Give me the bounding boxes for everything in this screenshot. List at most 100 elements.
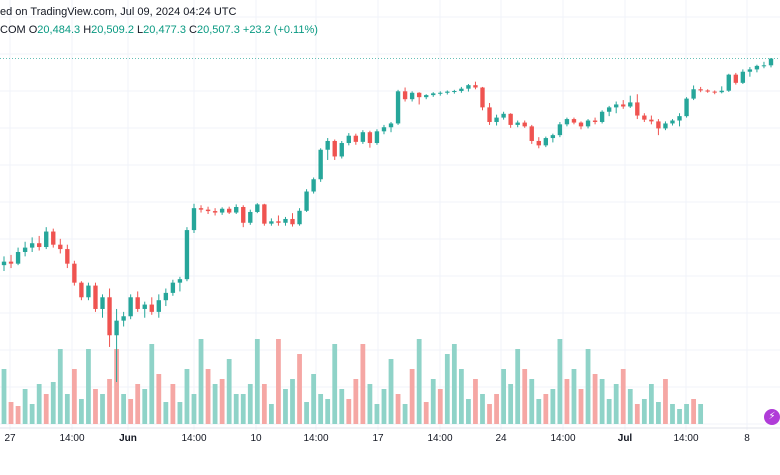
- x-tick-label: 14:00: [673, 433, 698, 444]
- candle-body: [515, 122, 520, 125]
- candle-body: [170, 282, 176, 293]
- volume-bar: [473, 379, 478, 424]
- high-value: 20,509.2: [91, 24, 134, 36]
- candle-body: [543, 138, 549, 146]
- candle-body: [255, 204, 260, 212]
- candle-body: [529, 126, 534, 141]
- close-value: 20,507.3: [197, 24, 240, 36]
- candle-body: [241, 206, 246, 223]
- volume-bar: [107, 379, 112, 424]
- volume-bar: [297, 354, 302, 424]
- volume-bar: [240, 394, 246, 424]
- volume-bar: [585, 349, 591, 424]
- candle-body: [431, 93, 436, 96]
- candle-body: [156, 300, 161, 312]
- volume-bar: [311, 374, 317, 424]
- volume-bar: [501, 369, 506, 424]
- candle-body: [768, 58, 774, 66]
- candle-body: [628, 102, 633, 107]
- candle-body: [22, 247, 28, 252]
- volume-bar: [663, 379, 668, 424]
- volume-bar: [142, 389, 148, 424]
- volume-bar: [1, 369, 7, 424]
- candle-body: [726, 74, 731, 91]
- candle-body: [367, 132, 373, 144]
- volume-bar: [100, 394, 105, 424]
- candle-body: [219, 208, 225, 213]
- candle-body: [409, 92, 415, 100]
- volume-bar: [451, 344, 457, 424]
- candle-body: [283, 218, 288, 223]
- open-value: 20,484.3: [37, 24, 81, 36]
- volume-bar: [57, 349, 63, 424]
- candle-body: [381, 127, 387, 132]
- ohlc-legend: COM O20,484.3 H20,509.2 L20,477.3 C20,50…: [0, 24, 318, 36]
- candle-body: [649, 119, 654, 122]
- volume-bar: [276, 339, 281, 424]
- volume-bar: [332, 344, 338, 424]
- volume-bar: [86, 349, 91, 424]
- candle-body: [663, 123, 668, 129]
- x-tick-label: 14:00: [303, 433, 328, 444]
- x-tick-label: 8: [744, 433, 750, 444]
- candle-body: [459, 88, 464, 92]
- volume-bar: [430, 379, 436, 424]
- candle-body: [212, 211, 218, 213]
- volume-bar: [360, 344, 366, 424]
- candle-body: [51, 231, 56, 245]
- candle-body: [360, 132, 366, 142]
- x-tick-label: 27: [4, 433, 16, 444]
- volume-bar: [395, 394, 401, 424]
- volume-bar: [15, 406, 21, 424]
- volume-bar: [36, 384, 42, 424]
- candle-body: [677, 116, 682, 121]
- candle-body: [705, 90, 710, 92]
- volume-bar: [656, 402, 661, 424]
- x-tick-label: 10: [250, 433, 262, 444]
- volume-bar: [487, 404, 492, 424]
- candle-body: [29, 243, 35, 248]
- volume-bar: [536, 399, 542, 424]
- volume-bar: [325, 399, 331, 424]
- volume-bar: [550, 389, 556, 424]
- published-note: ed on TradingView.com, Jul 09, 2024 04:2…: [0, 6, 237, 18]
- candle-body: [564, 119, 570, 125]
- volume-bar: [353, 379, 359, 424]
- volume-bar: [8, 402, 14, 424]
- candle-body: [712, 91, 717, 93]
- candle-body: [107, 297, 112, 336]
- candle-body: [65, 249, 70, 264]
- x-tick-label: 24: [495, 433, 507, 444]
- candle-body: [177, 279, 183, 283]
- candle-body: [754, 65, 760, 70]
- volume-bar: [170, 384, 176, 424]
- candle-body: [445, 91, 450, 93]
- volume-bar: [114, 349, 119, 424]
- candle-body: [733, 74, 738, 83]
- candle-body: [100, 297, 105, 309]
- volume-bar: [613, 384, 619, 424]
- volume-bar: [522, 369, 528, 424]
- candle-body: [15, 251, 21, 264]
- candle-body: [205, 209, 211, 212]
- volume-bar: [212, 384, 218, 424]
- symbol-label: COM: [0, 24, 26, 36]
- volume-bar: [444, 354, 450, 424]
- x-tick-label: 14:00: [550, 433, 575, 444]
- candle-body: [416, 92, 422, 98]
- volume-bar: [437, 389, 443, 424]
- candle-body: [226, 208, 232, 213]
- volume-bar: [149, 344, 155, 424]
- candle-body: [480, 87, 485, 108]
- lightning-icon[interactable]: ⚡: [764, 409, 780, 425]
- candle-body: [198, 208, 204, 210]
- volume-bar: [79, 399, 84, 424]
- candle-body: [332, 140, 337, 157]
- candle-body: [614, 104, 619, 108]
- volume-bar: [64, 394, 70, 424]
- candle-body: [37, 243, 42, 248]
- candle-body: [585, 120, 591, 127]
- candle-body: [191, 208, 197, 231]
